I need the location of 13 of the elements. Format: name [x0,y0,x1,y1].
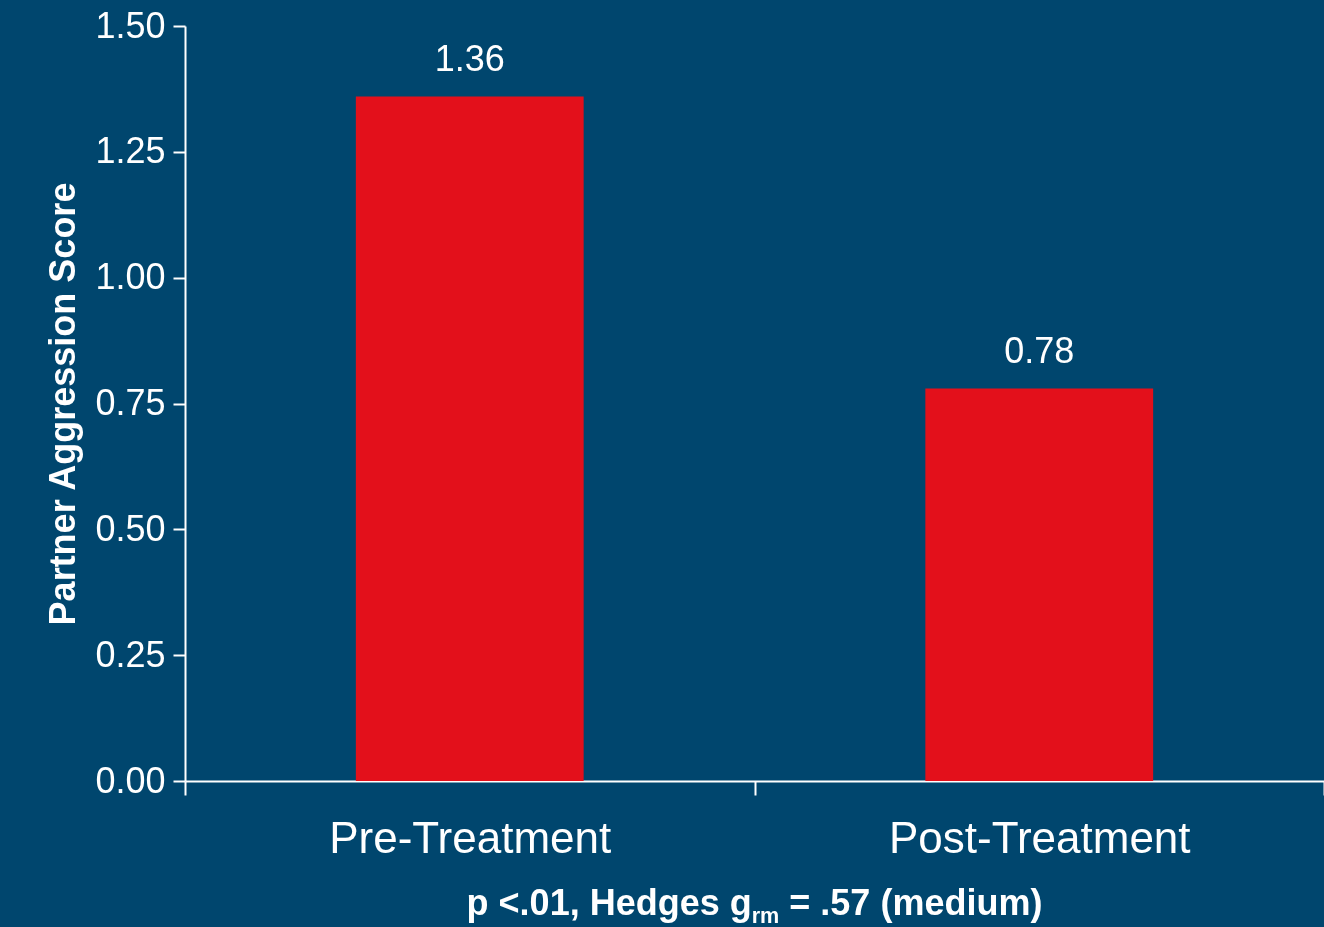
y-axis-title: Partner Aggression Score [42,182,84,626]
text: p <.01, Hedges g$_{rm}$ = .57 (medium) [465,882,1044,927]
y-tick-label: 0.50 [95,507,166,549]
y-tick-label: 1.50 [95,4,166,46]
y-tick-label: 0.00 [95,759,166,801]
x-tick-label: Post-Treatment [888,812,1191,862]
y-tick-label: 0.25 [95,633,166,675]
data-label: 1.36 [434,38,505,80]
y-tick-label: 1.25 [95,130,166,172]
y-tick-label: 0.75 [95,382,166,423]
x-tick-label: Pre-Treatment [329,812,612,862]
data-label: 0.78 [1004,330,1075,372]
y-tick-label: 1.00 [95,256,166,298]
